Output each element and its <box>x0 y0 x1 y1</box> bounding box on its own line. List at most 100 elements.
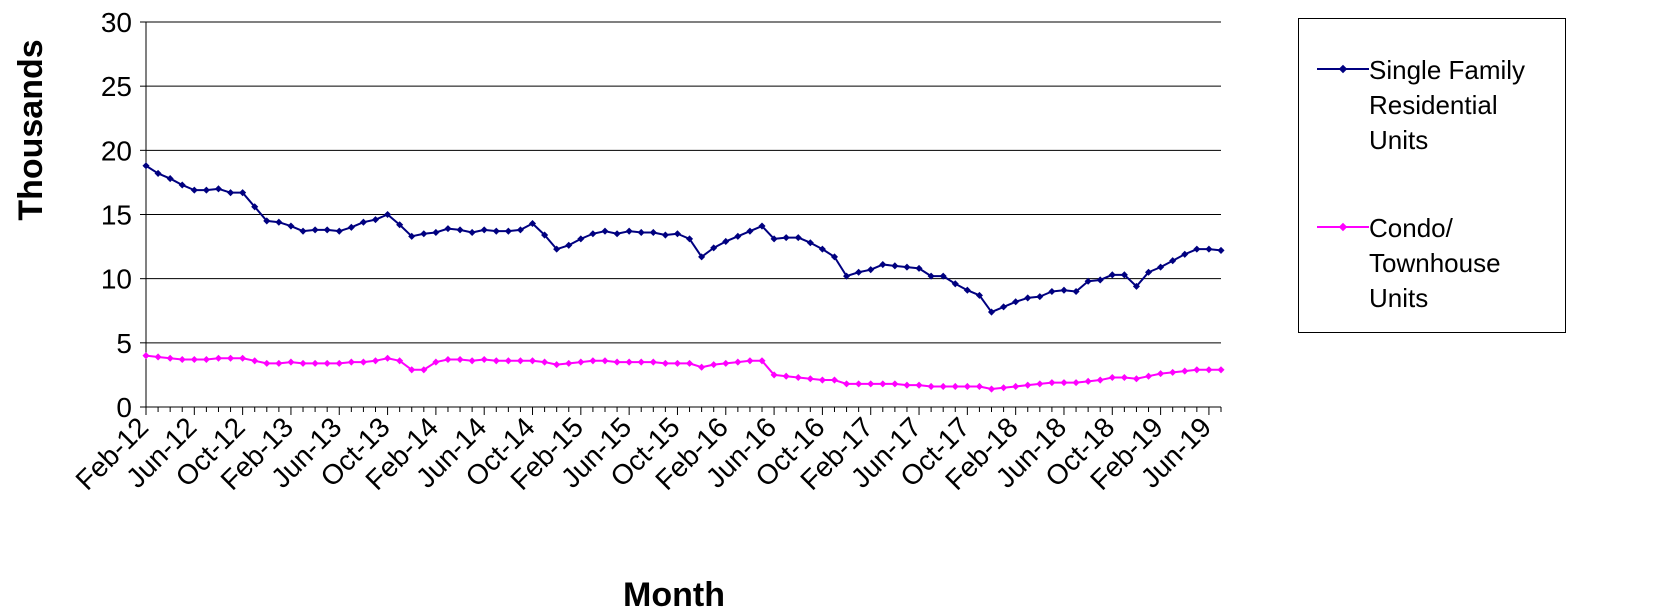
data-point <box>227 354 235 362</box>
data-point <box>770 235 778 243</box>
data-point <box>746 357 754 365</box>
data-point <box>142 352 150 360</box>
data-point <box>444 225 452 233</box>
data-point <box>1193 366 1201 374</box>
data-point <box>384 210 392 219</box>
data-point <box>710 361 718 369</box>
legend-label-line: Units <box>1369 125 1429 155</box>
data-point <box>625 227 633 235</box>
data-point <box>758 222 766 230</box>
gridlines <box>146 21 1221 344</box>
data-point <box>1169 368 1177 376</box>
x-axis-title: Month <box>623 576 725 614</box>
data-point <box>637 358 645 366</box>
y-tick-label: 0 <box>116 392 132 423</box>
data-point <box>227 189 235 197</box>
data-point <box>239 189 247 197</box>
data-point <box>625 358 633 366</box>
data-point <box>734 358 742 366</box>
series-lines <box>142 162 1225 393</box>
data-point <box>468 228 476 237</box>
data-point <box>323 359 331 367</box>
data-point <box>432 358 440 366</box>
data-point <box>843 272 851 280</box>
data-point <box>1036 380 1044 388</box>
data-point <box>855 268 863 276</box>
data-point <box>1120 373 1128 382</box>
data-point <box>214 354 223 362</box>
data-point <box>1205 245 1213 253</box>
data-point <box>553 361 561 369</box>
data-point <box>698 363 706 371</box>
data-point <box>927 382 935 391</box>
data-point <box>1072 379 1080 387</box>
data-point <box>963 382 971 391</box>
data-point <box>987 308 996 316</box>
legend-swatch-condo <box>1317 222 1369 232</box>
data-point <box>323 226 331 234</box>
data-point <box>1048 287 1056 296</box>
data-point <box>335 227 343 235</box>
data-point <box>661 231 669 239</box>
data-point <box>830 376 839 384</box>
data-point <box>444 355 452 364</box>
x-tick-labels: Feb-12Jun-12Oct-12Feb-13Jun-13Oct-13Feb-… <box>70 411 1218 496</box>
data-point <box>758 357 766 365</box>
y-tick-label: 15 <box>101 200 132 231</box>
data-point <box>1000 303 1008 311</box>
data-point <box>673 230 681 238</box>
data-point <box>359 358 367 366</box>
data-point <box>492 227 500 235</box>
data-point <box>190 186 198 194</box>
data-point <box>939 272 947 280</box>
data-point <box>1060 286 1068 294</box>
data-point <box>1012 298 1020 306</box>
data-point <box>263 217 271 225</box>
data-point <box>1217 366 1225 374</box>
data-point <box>1157 370 1165 378</box>
data-point <box>782 234 790 242</box>
data-point <box>335 359 343 367</box>
data-point <box>480 226 488 234</box>
data-point <box>649 228 657 237</box>
data-point <box>166 354 174 362</box>
legend-item-condo: Condo/ Townhouse Units <box>1317 211 1539 316</box>
data-point <box>371 216 380 224</box>
legend-label-line: Residential <box>1369 90 1498 120</box>
data-point <box>915 264 923 272</box>
data-point <box>178 355 186 364</box>
data-point <box>734 232 742 240</box>
data-point <box>1157 263 1165 271</box>
data-point <box>951 280 959 288</box>
series-line-1 <box>145 164 1222 314</box>
data-point <box>686 359 694 367</box>
data-point <box>275 218 283 226</box>
data-point <box>154 353 162 361</box>
y-tick-label: 30 <box>101 7 132 38</box>
data-point <box>504 227 512 235</box>
data-point <box>867 266 875 274</box>
legend-label-line: Single Family <box>1369 55 1526 85</box>
data-point <box>879 380 887 388</box>
data-point <box>420 366 428 374</box>
data-point <box>927 272 935 280</box>
data-point <box>528 219 537 228</box>
data-point <box>1193 245 1201 253</box>
data-point <box>806 375 814 383</box>
data-point <box>251 357 259 365</box>
data-point <box>1084 377 1092 385</box>
legend-swatch-single-family <box>1317 64 1369 74</box>
data-point <box>770 371 778 379</box>
data-point <box>420 230 428 238</box>
data-point <box>903 381 911 389</box>
data-point <box>1169 257 1177 265</box>
data-point <box>202 355 210 364</box>
data-point <box>516 357 524 365</box>
data-point <box>843 380 851 388</box>
data-point <box>311 226 319 234</box>
data-point <box>577 235 585 243</box>
data-point <box>782 372 790 380</box>
data-point <box>806 239 814 247</box>
data-point <box>504 357 512 365</box>
data-point <box>311 359 319 367</box>
